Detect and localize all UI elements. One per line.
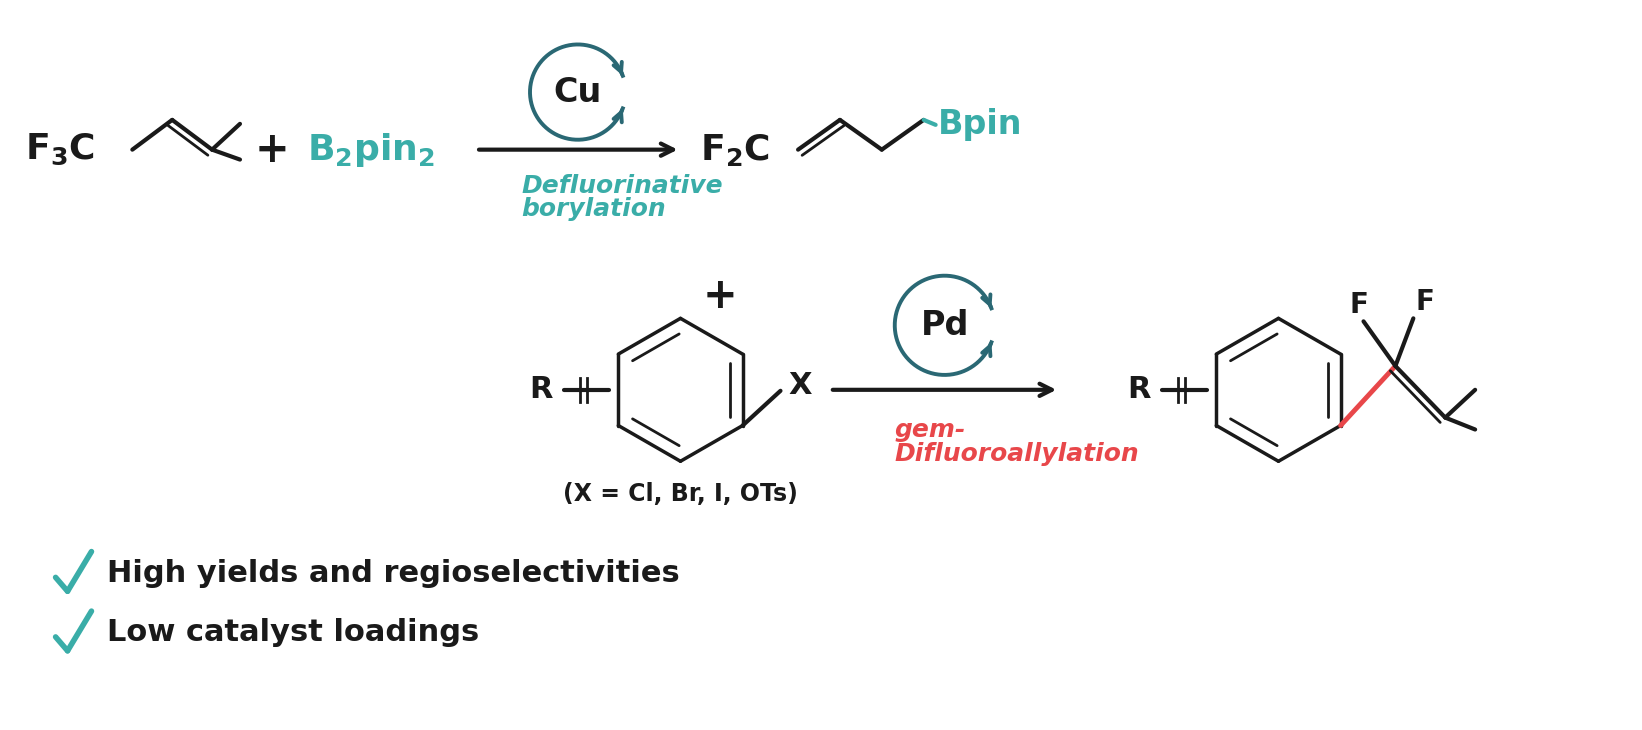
Text: Pd: Pd (921, 309, 969, 342)
Text: gem-: gem- (895, 418, 965, 442)
Text: X: X (788, 372, 811, 400)
Text: $\mathbf{F_2C}$: $\mathbf{F_2C}$ (701, 131, 770, 168)
Text: borylation: borylation (521, 197, 665, 221)
Text: F: F (1350, 291, 1368, 320)
Text: (X = Cl, Br, I, OTs): (X = Cl, Br, I, OTs) (563, 482, 798, 506)
Text: High yields and regioselectivities: High yields and regioselectivities (107, 559, 680, 588)
Text: Bpin: Bpin (938, 108, 1021, 142)
Text: F: F (1415, 288, 1435, 317)
Text: Defluorinative: Defluorinative (521, 174, 722, 199)
Text: R: R (1126, 375, 1151, 404)
Text: +: + (703, 274, 737, 317)
Text: $\mathbf{F_3C}$: $\mathbf{F_3C}$ (25, 132, 95, 167)
Text: +: + (255, 128, 289, 171)
Text: R: R (529, 375, 553, 404)
Text: Difluoroallylation: Difluoroallylation (895, 442, 1140, 466)
Text: Low catalyst loadings: Low catalyst loadings (107, 618, 479, 648)
Text: Cu: Cu (553, 76, 603, 109)
Text: $\mathbf{B_2pin_2}$: $\mathbf{B_2pin_2}$ (307, 131, 435, 169)
